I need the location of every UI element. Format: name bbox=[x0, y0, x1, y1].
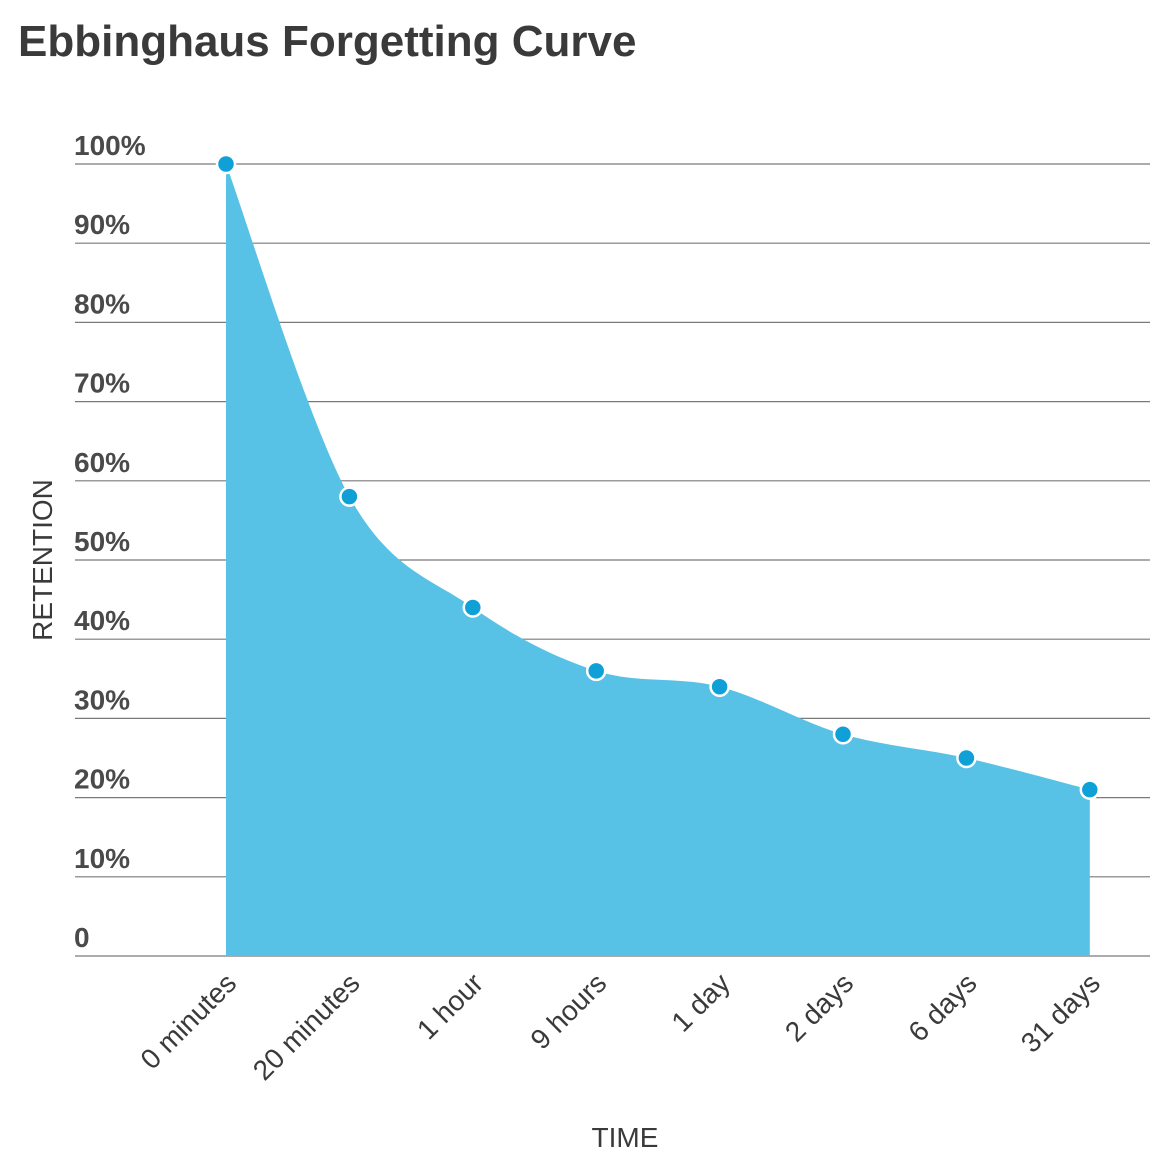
x-tick-label: 6 days bbox=[902, 967, 982, 1047]
data-point bbox=[585, 660, 607, 682]
y-tick-label: 30% bbox=[74, 684, 130, 715]
data-points bbox=[215, 153, 1101, 800]
data-point bbox=[215, 153, 237, 175]
x-tick-label: 0 minutes bbox=[134, 967, 242, 1075]
y-tick-label: 50% bbox=[74, 526, 130, 557]
y-axis-label: RETENTION bbox=[27, 479, 58, 641]
x-tick-label: 9 hours bbox=[524, 967, 612, 1055]
data-point bbox=[709, 676, 730, 697]
data-point bbox=[832, 723, 854, 745]
y-tick-label: 90% bbox=[74, 209, 130, 240]
data-point bbox=[339, 486, 360, 507]
y-axis-ticks: 0 10% 20% 30% 40% 50% 60% 70% 80% 90% 100% bbox=[74, 130, 146, 953]
retention-area bbox=[226, 164, 1090, 956]
y-tick-label: 60% bbox=[74, 447, 130, 478]
y-tick-label: 20% bbox=[74, 764, 130, 795]
data-point bbox=[956, 747, 977, 769]
data-point bbox=[462, 597, 484, 618]
x-tick-label: 1 hour bbox=[411, 967, 489, 1045]
x-axis-ticks: 0 minutes 20 minutes 1 hour 9 hours 1 day 2 d… bbox=[134, 967, 1106, 1086]
plot-area bbox=[226, 164, 1090, 956]
chart-title: Ebbinghaus Forgetting Curve bbox=[18, 17, 636, 66]
x-tick-label: 1 day bbox=[665, 967, 735, 1037]
x-tick-label: 31 days bbox=[1015, 967, 1106, 1058]
y-tick-label: 100% bbox=[74, 130, 146, 161]
y-tick-label: 0 bbox=[74, 922, 90, 953]
y-tick-label: 10% bbox=[74, 843, 130, 874]
y-tick-label: 70% bbox=[74, 368, 130, 399]
x-tick-label: 2 days bbox=[779, 967, 859, 1047]
y-tick-label: 40% bbox=[74, 605, 130, 636]
x-axis-label: TIME bbox=[592, 1122, 659, 1153]
data-point bbox=[1079, 779, 1101, 800]
x-tick-label: 20 minutes bbox=[247, 967, 366, 1086]
y-tick-label: 80% bbox=[74, 288, 130, 319]
